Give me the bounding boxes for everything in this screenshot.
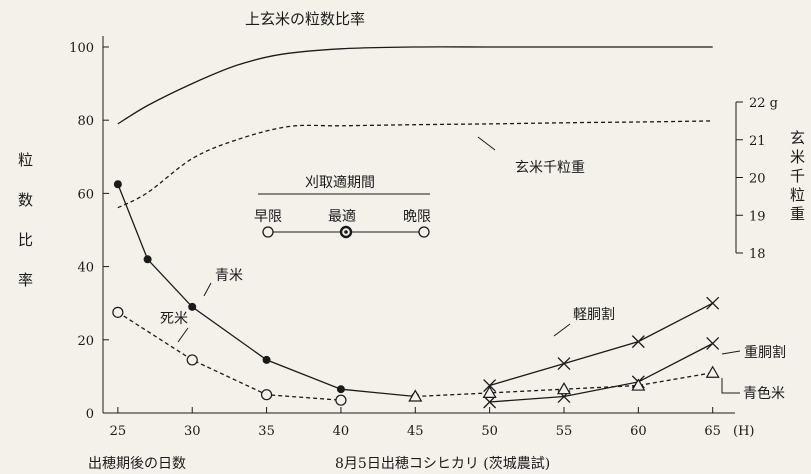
legend-marker-early (262, 226, 274, 238)
legend-item-optimal: 最適 (328, 208, 356, 225)
footnote: 8月5日出穂コシヒカリ (茨城農試) (335, 456, 550, 472)
x-tick-label: 50 (481, 424, 498, 439)
right-tick-label: 21 (749, 134, 766, 149)
legend-title: 刈取適期間 (305, 174, 375, 191)
x-tick-label: 60 (630, 424, 647, 439)
data-point-green-rice (188, 302, 197, 311)
series-line-light-crack (489, 302, 713, 387)
x-tick-label: 35 (258, 424, 275, 439)
x-tick-label: 55 (556, 424, 573, 439)
x-tick-label: 45 (407, 424, 424, 439)
right-tick-label: 19 (749, 209, 766, 224)
label-bracket (721, 378, 740, 394)
data-point-green-rice (113, 180, 122, 189)
y-axis-label-char: 粒 (18, 151, 33, 169)
y-axis-label-char: 比 (18, 231, 33, 249)
data-point-dead-rice (260, 389, 273, 401)
label-leader-line (553, 323, 571, 337)
label-leader-line (203, 282, 212, 297)
x-tick-label: 30 (184, 424, 201, 439)
legend-marks (258, 193, 430, 239)
x-tick-label: 65 (704, 424, 721, 439)
legend-item-early: 早限 (254, 209, 282, 225)
series-label-upper-brown-rice: 上玄米の粒数比率 (245, 10, 365, 28)
data-point-dead-rice (112, 306, 124, 318)
data-point-light-crack (557, 357, 571, 371)
series-label-blue-colored-rice: 青色米 (743, 385, 785, 402)
data-point-light-crack (631, 335, 645, 349)
series-label-kernel-weight: 玄米千粒重 (515, 159, 585, 176)
data-point-light-crack (706, 296, 720, 310)
y-tick-label: 80 (77, 114, 94, 129)
series-line-dead-rice (117, 311, 341, 401)
series-line-heavy-crack (489, 342, 713, 403)
y-axis-label-char: 率 (18, 271, 33, 289)
x-axis-unit: (H) (733, 424, 754, 439)
data-point-green-rice (262, 355, 271, 364)
y-tick-label: 40 (77, 261, 94, 276)
x-axis-label: 出穂期後の日数 (88, 456, 186, 472)
data-point-blue-colored-rice (631, 378, 646, 391)
series-line-green-rice (117, 183, 416, 398)
y-axis-label-char: 数 (18, 191, 33, 209)
axes: 0 20 40 60 80 100 25 30 35 40 45 50 55 60 65 18 19 20 21 22… (18, 36, 805, 439)
data-point-blue-colored-rice (556, 381, 572, 395)
y-tick-label: 100 (69, 41, 94, 56)
right-axis-label-char: 千 (790, 167, 805, 185)
label-leader-line (177, 327, 189, 343)
right-axis-label-char: 重 (790, 205, 805, 223)
right-axis-label-char: 米 (790, 148, 805, 166)
data-point-blue-colored-rice (482, 385, 497, 398)
label-leader-line (721, 350, 741, 355)
data-point-blue-colored-rice (408, 389, 423, 402)
series-line-upper-brown-rice (117, 46, 713, 125)
right-axis-label-char: 玄 (790, 129, 805, 147)
legend-item-late: 晩限 (403, 209, 431, 225)
x-tick-label: 40 (333, 424, 350, 439)
data-point-dead-rice (335, 394, 347, 406)
data-point-green-rice (143, 255, 152, 264)
series-label-light-crack: 軽胴割 (573, 306, 615, 323)
legend-marker-late (418, 226, 430, 238)
data-point-blue-colored-rice (705, 365, 720, 378)
label-leader-line (477, 136, 496, 151)
x-tick-label: 25 (110, 424, 127, 439)
legend-marker-optimal-center (344, 230, 348, 234)
right-tick-label: 20 (749, 172, 766, 187)
y-tick-label: 20 (77, 334, 94, 349)
y-tick-label: 60 (77, 187, 94, 202)
series-line-kernel-weight (117, 120, 713, 209)
data-point-dead-rice (186, 354, 198, 366)
data-point-green-rice (336, 385, 345, 394)
labels-group: 上玄米の粒数比率 玄米千粒重 青米 死米 軽胴割 重胴割 青色米 出穂期後の日数… (88, 10, 786, 472)
y-tick-label: 0 (86, 407, 94, 422)
series-label-heavy-crack: 重胴割 (744, 344, 786, 361)
series-group (112, 46, 741, 409)
series-label-dead-rice: 死米 (160, 311, 188, 327)
right-tick-label: 22 g (749, 96, 778, 111)
data-point-heavy-crack (706, 336, 720, 350)
data-point-light-crack (483, 379, 497, 393)
right-tick-label: 18 (749, 247, 766, 262)
data-point-heavy-crack (483, 395, 497, 409)
right-axis-label-char: 粒 (790, 186, 805, 204)
series-label-green-rice: 青米 (215, 268, 243, 284)
